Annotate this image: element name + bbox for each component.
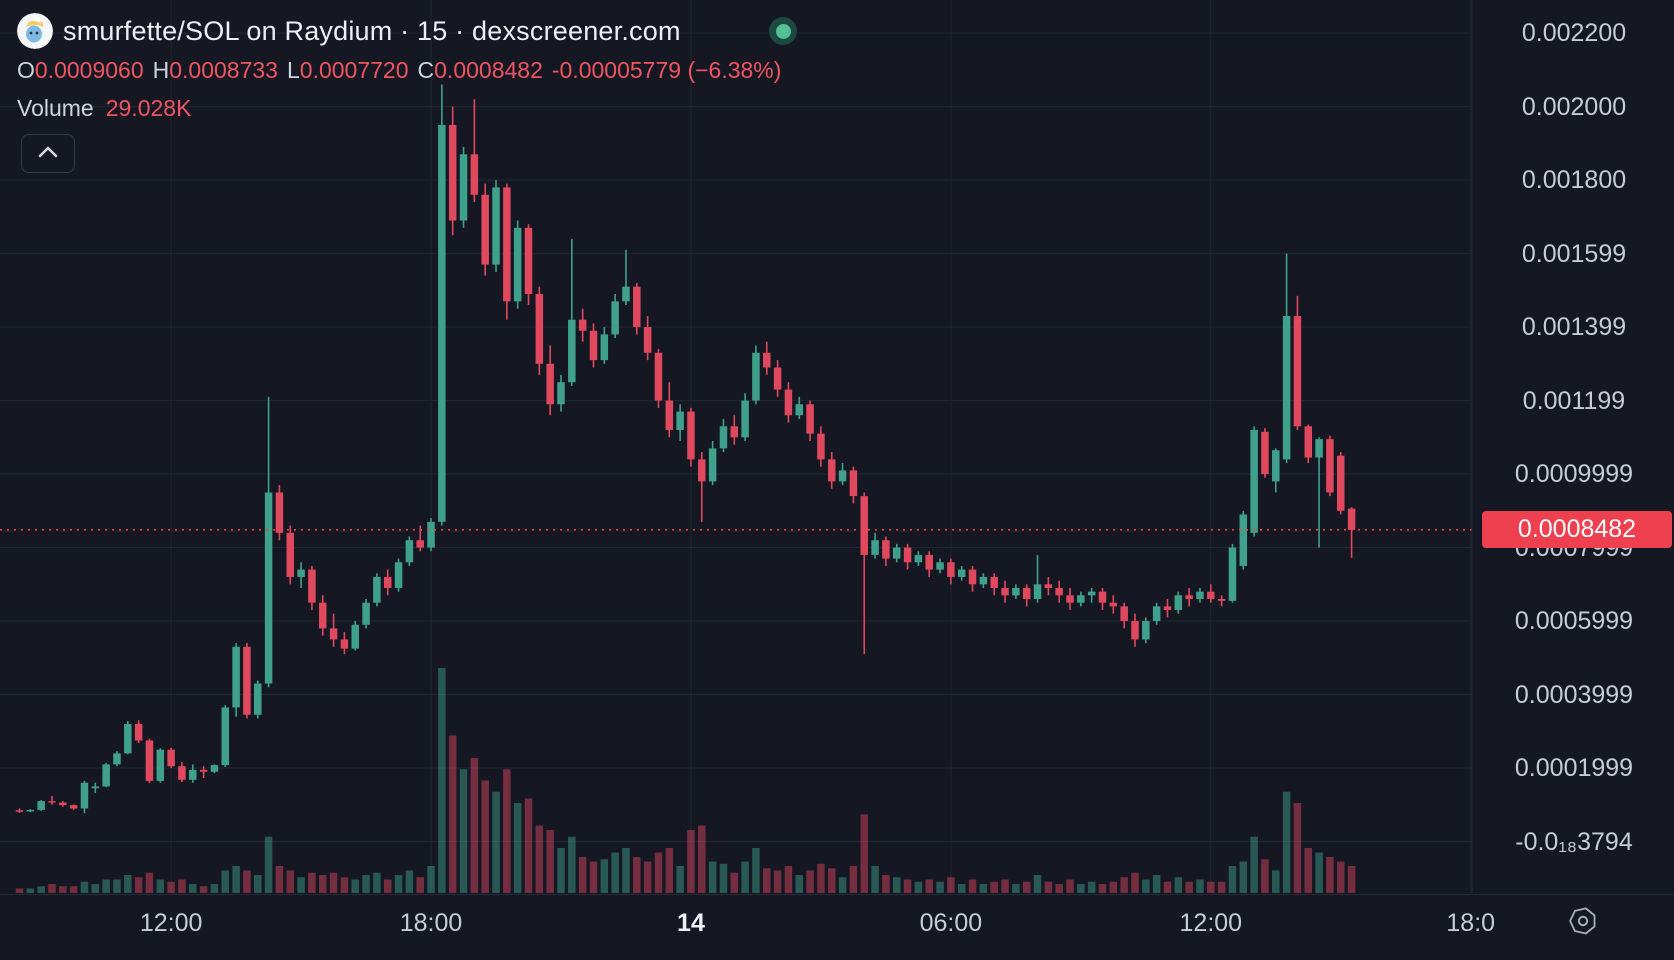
token-avatar — [17, 13, 53, 49]
gear-icon — [1565, 903, 1601, 942]
timezone-settings-button[interactable] — [1560, 899, 1606, 945]
price-tick-label: 0.0001999 — [1514, 754, 1634, 783]
open-value: 0.0009060 — [34, 57, 144, 83]
price-tick-label: 0.002000 — [1521, 92, 1627, 121]
collapse-legend-button[interactable] — [21, 134, 75, 173]
high-value: 0.0008733 — [169, 57, 278, 83]
volume-value: 29.028K — [105, 95, 192, 121]
time-tick-label: 14 — [677, 909, 705, 937]
high-label: H — [152, 57, 170, 83]
open-label: O — [17, 57, 35, 83]
status-dot-icon — [769, 17, 797, 45]
close-label: C — [417, 57, 435, 83]
price-tick-label: 0.001399 — [1521, 313, 1627, 342]
time-tick-label: 12:00 — [1179, 909, 1243, 937]
price-tick-label: 0.001800 — [1521, 166, 1627, 195]
title-row: smurfette/SOL on Raydium · 15 · dexscree… — [17, 13, 681, 49]
price-axis[interactable]: 0.002200 0.002000 0.001800 0.001599 0.001399… — [1473, 0, 1674, 893]
low-value: 0.0007720 — [299, 57, 409, 83]
price-tick-label: 0.0005999 — [1514, 607, 1634, 636]
chart-title: smurfette/SOL on Raydium · 15 · dexscree… — [63, 15, 681, 46]
time-tick-label: 06:00 — [919, 909, 983, 937]
price-tick-label: 0.002200 — [1521, 19, 1627, 48]
price-tick-label: -0.0₁₈3794 — [1515, 827, 1633, 856]
time-tick-label: 18:00 — [399, 909, 463, 937]
time-axis[interactable]: 12:00 18:00 14 06:00 12:00 18:0 — [0, 894, 1674, 960]
chevron-up-icon — [37, 145, 59, 162]
current-price-value: 0.0008482 — [1517, 515, 1637, 544]
low-label: L — [286, 57, 300, 83]
ohlc-legend: O0.0009060 H0.0008733 L0.0007720 C0.0008482… — [17, 57, 790, 84]
time-tick-label: 12:00 — [139, 909, 203, 937]
price-tick-label: 0.001199 — [1522, 386, 1626, 415]
volume-label: Volume — [17, 95, 94, 121]
price-tick-label: 0.0009999 — [1514, 460, 1634, 489]
close-value: 0.0008482 — [434, 57, 543, 83]
price-tick-label: 0.001599 — [1521, 239, 1627, 268]
time-tick-label: 18:0 — [1446, 909, 1496, 937]
current-price-label: 0.0008482 — [1482, 511, 1672, 549]
volume-legend: Volume 29.028K — [17, 95, 191, 122]
price-tick-label: 0.0003999 — [1514, 680, 1634, 709]
change-value: -0.00005779 (−6.38%) — [551, 57, 782, 83]
